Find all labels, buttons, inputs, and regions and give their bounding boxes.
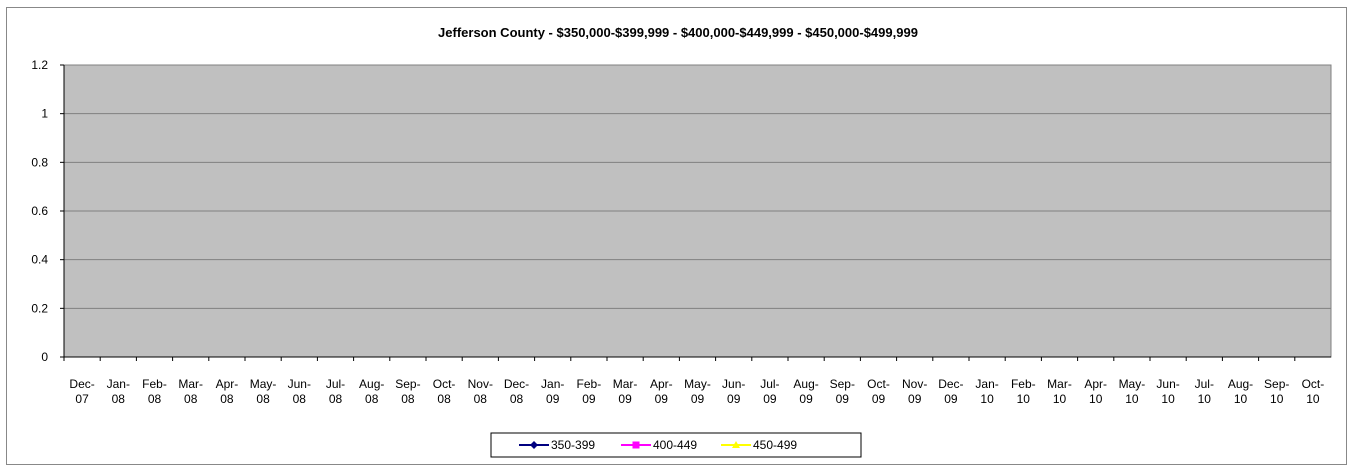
x-tick-label: Jun-09 — [722, 377, 745, 406]
x-tick-label: Sep-08 — [395, 377, 420, 406]
x-tick-label: May-08 — [250, 377, 277, 406]
y-tick-label: 0.2 — [31, 301, 48, 315]
x-tick-label: Nov-08 — [468, 377, 493, 406]
y-tick-label: 1.2 — [31, 58, 48, 72]
x-tick-label: Sep-10 — [1264, 377, 1289, 406]
x-tick-label: Jan-10 — [975, 377, 998, 406]
marker — [732, 441, 740, 448]
x-tick-label: Aug-09 — [793, 377, 818, 406]
legend — [490, 432, 862, 458]
x-tick-label: Jan-08 — [107, 377, 130, 406]
x-tick-label: Mar-08 — [178, 377, 203, 406]
x-tick-label: Jun-10 — [1156, 377, 1179, 406]
x-tick-label: May-09 — [684, 377, 711, 406]
x-tick-label: Oct-09 — [867, 377, 890, 406]
x-tick-label: Dec-07 — [69, 377, 94, 406]
x-tick-label: Apr-08 — [216, 377, 239, 406]
x-tick-label: Jun-08 — [288, 377, 311, 406]
x-tick-label: Jul-08 — [326, 377, 345, 406]
x-tick-label: Oct-08 — [433, 377, 456, 406]
x-tick-label: Apr-09 — [650, 377, 673, 406]
y-tick-label: 0 — [41, 350, 48, 364]
x-tick-label: Mar-09 — [613, 377, 638, 406]
marker — [530, 441, 538, 449]
x-tick-label: May-10 — [1119, 377, 1146, 406]
x-tick-label: Dec-09 — [938, 377, 963, 406]
x-tick-label: Dec-08 — [504, 377, 529, 406]
chart-title: Jefferson County - $350,000-$399,999 - $… — [438, 25, 918, 40]
x-tick-label: Nov-09 — [902, 377, 927, 406]
legend-label: 450-499 — [753, 438, 797, 452]
y-tick-label: 1 — [41, 107, 48, 121]
y-tick-label: 0.4 — [31, 253, 48, 267]
x-tick-label: Jan-09 — [541, 377, 564, 406]
x-tick-label: Aug-08 — [359, 377, 384, 406]
x-tick-label: Oct-10 — [1302, 377, 1325, 406]
x-tick-label: Apr-10 — [1084, 377, 1107, 406]
x-tick-label: Feb-08 — [142, 377, 167, 406]
marker — [632, 441, 640, 449]
x-tick-label: Feb-10 — [1011, 377, 1036, 406]
x-tick-label: Jul-09 — [760, 377, 779, 406]
legend-label: 400-449 — [653, 438, 697, 452]
x-tick-label: Mar-10 — [1047, 377, 1072, 406]
y-tick-label: 0.6 — [31, 204, 48, 218]
x-tick-label: Feb-09 — [577, 377, 602, 406]
legend-label: 350-399 — [551, 438, 595, 452]
x-tick-label: Sep-09 — [830, 377, 855, 406]
x-tick-label: Jul-10 — [1195, 377, 1214, 406]
y-tick-label: 0.8 — [31, 155, 48, 169]
x-tick-label: Aug-10 — [1228, 377, 1253, 406]
